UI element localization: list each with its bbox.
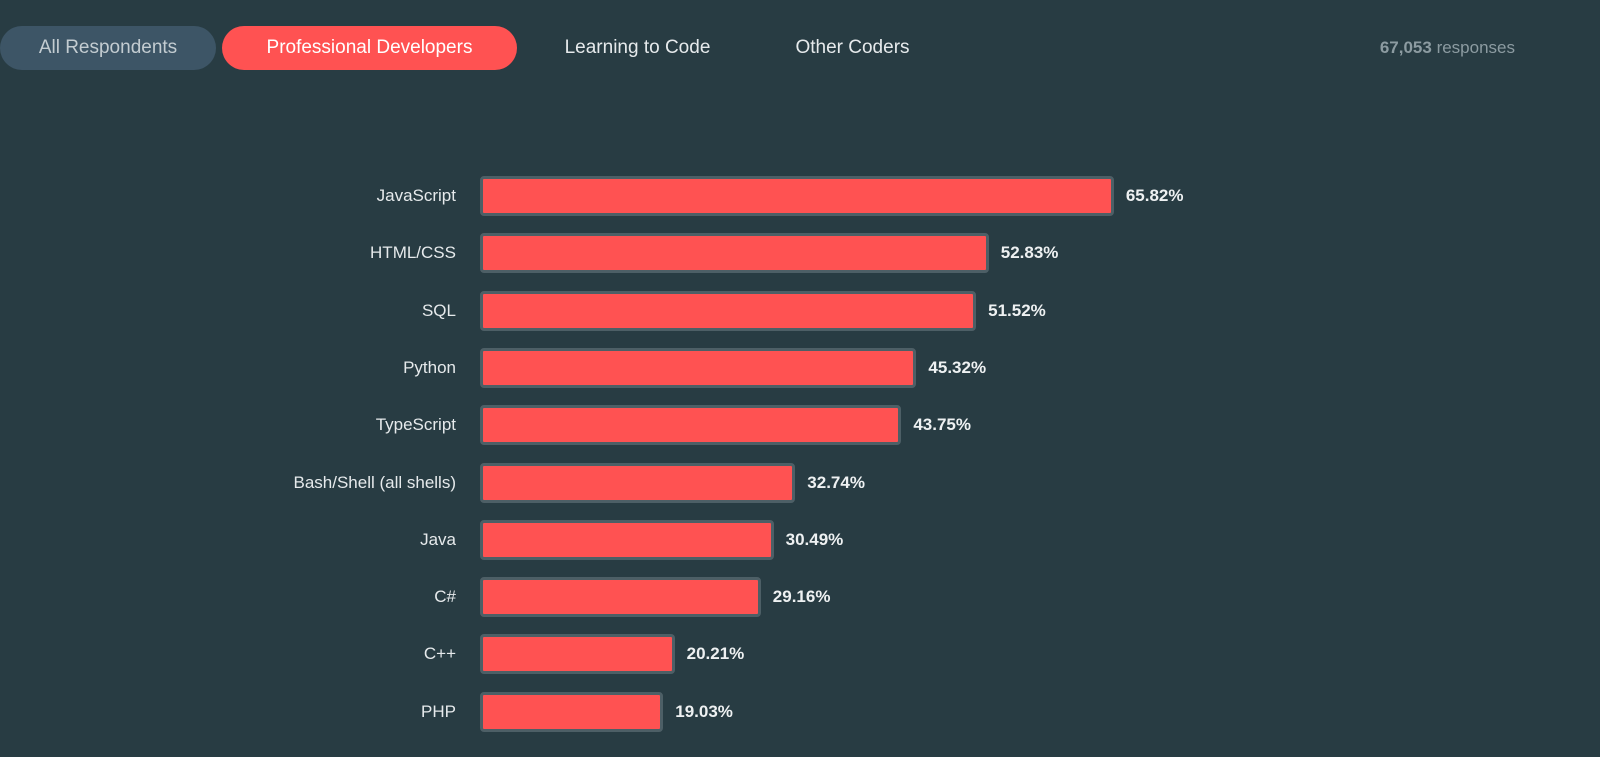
category-label: C++	[423, 644, 456, 664]
bar	[480, 691, 664, 732]
data-label: 51.52%	[988, 300, 1046, 320]
category-label: Python	[403, 357, 456, 377]
bar	[480, 290, 977, 331]
bar-row: HTML/CSS 52.83%	[0, 233, 1600, 274]
category-label: JavaScript	[376, 186, 456, 205]
data-label: 20.21%	[686, 644, 745, 664]
data-label: 29.16%	[772, 587, 831, 607]
bar	[480, 577, 761, 618]
bar	[480, 405, 902, 446]
bar	[480, 347, 917, 388]
tab-learning-to-code[interactable]: Learning to Code	[564, 37, 711, 58]
bar	[480, 176, 1114, 216]
data-label: 52.83%	[1000, 243, 1059, 263]
data-label: 19.03%	[675, 701, 733, 721]
category-label: Java	[420, 529, 456, 549]
tab-professional-developers[interactable]: Professional Developers	[222, 26, 517, 70]
response-count-number: 67,053	[1379, 38, 1432, 57]
bar	[480, 634, 675, 675]
bar	[480, 462, 796, 503]
bar-row: C# 29.16%	[0, 577, 1600, 618]
bar	[480, 233, 989, 274]
response-count-label: responses	[1436, 38, 1515, 57]
tab-all-respondents[interactable]: All Respondents	[0, 26, 216, 70]
bar-row: TypeScript 43.75%	[0, 405, 1600, 446]
category-label: HTML/CSS	[370, 243, 456, 263]
data-label: 45.32%	[928, 357, 987, 377]
data-label: 32.74%	[807, 472, 865, 492]
data-label: 30.49%	[785, 529, 844, 549]
response-count: 67,053 responses	[1380, 38, 1515, 58]
bar-row: SQL 51.52%	[0, 290, 1600, 331]
category-label: Bash/Shell (all shells)	[293, 472, 456, 492]
tab-other-coders[interactable]: Other Coders	[795, 37, 910, 58]
bar-row: JavaScript 65.82%	[0, 176, 1600, 216]
category-label: C#	[434, 587, 456, 607]
bar-row: Python 45.32%	[0, 347, 1600, 388]
bar-row: Java 30.49%	[0, 519, 1600, 560]
category-label: TypeScript	[375, 415, 456, 435]
bar-row: Bash/Shell (all shells) 32.74%	[0, 462, 1600, 503]
data-label: 65.82%	[1125, 186, 1184, 205]
category-label: PHP	[421, 701, 456, 721]
bar-row: PHP 19.03%	[0, 691, 1600, 732]
data-label: 43.75%	[913, 415, 971, 435]
bar	[480, 519, 774, 560]
bar-row: C++ 20.21%	[0, 634, 1600, 675]
category-label: SQL	[421, 300, 456, 320]
